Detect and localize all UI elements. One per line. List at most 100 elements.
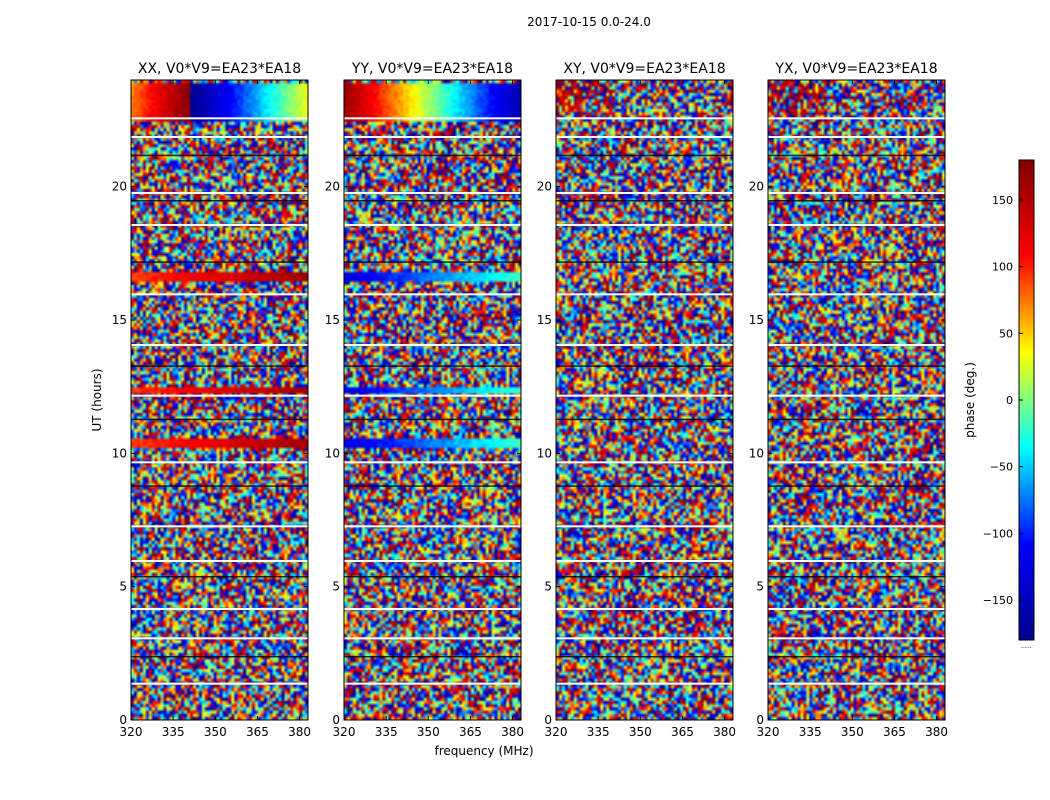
x-tick-label: 320 <box>120 725 143 739</box>
flagged-row <box>344 608 521 610</box>
x-tick-label: 350 <box>629 725 652 739</box>
dark-row <box>131 656 308 658</box>
dark-row <box>344 154 521 157</box>
dark-row <box>131 418 308 421</box>
x-tick-label: 320 <box>545 725 568 739</box>
flagged-row <box>768 560 945 562</box>
y-tick-label: 20 <box>325 180 340 194</box>
panel-0: XX, V0*V9=EA23*EA18 320 335 350 365 380 0 5 10 15… <box>112 61 311 739</box>
flagged-row <box>768 192 945 194</box>
flagged-row <box>344 192 521 194</box>
flagged-row <box>344 637 521 640</box>
y-tick-label: 15 <box>749 313 764 327</box>
y-tick-label: 5 <box>544 580 552 594</box>
y-tick-label: 10 <box>112 446 127 460</box>
colorbar-tick-label: −150 <box>983 594 1013 607</box>
axes-frame <box>767 79 946 721</box>
flagged-row <box>768 461 945 464</box>
colorbar-tick-label: −50 <box>990 461 1013 474</box>
y-tick-label: 10 <box>749 446 764 460</box>
y-tick-label: 10 <box>537 446 552 460</box>
flagged-row <box>768 637 945 640</box>
dark-row <box>131 200 308 202</box>
x-tick-label: 380 <box>713 725 736 739</box>
y-tick-label: 5 <box>332 580 340 594</box>
y-tick-label: 10 <box>325 446 340 460</box>
colorbar-tick-label: −100 <box>983 527 1013 540</box>
dark-row <box>768 576 945 578</box>
flagged-row <box>344 344 521 346</box>
x-tick-label: 380 <box>925 725 948 739</box>
panel-title: YY, V0*V9=EA23*EA18 <box>351 61 513 77</box>
axes-frame <box>130 79 309 721</box>
panel-3: YX, V0*V9=EA23*EA18 320 335 350 365 380 0 5 10 15… <box>749 61 948 739</box>
dark-row <box>131 576 308 578</box>
colorbar-label: phase (deg.) <box>963 362 977 438</box>
flagged-row <box>344 560 521 562</box>
x-tick-label: 365 <box>671 725 694 739</box>
y-tick-label: 15 <box>537 313 552 327</box>
colorbar-tick-label: 0 <box>1006 394 1013 407</box>
flagged-row <box>556 136 733 138</box>
x-tick-label: 365 <box>459 725 482 739</box>
flagged-row <box>131 525 308 528</box>
flagged-row <box>556 117 733 120</box>
y-tick-label: 5 <box>119 580 127 594</box>
x-tick-label: 335 <box>799 725 822 739</box>
dark-row <box>131 154 308 157</box>
flagged-row <box>131 682 308 685</box>
dark-row <box>768 485 945 487</box>
dark-row <box>768 418 945 421</box>
flagged-row <box>556 525 733 528</box>
heatmap-image <box>556 80 733 720</box>
flagged-row <box>131 608 308 610</box>
dark-row <box>344 365 521 367</box>
flagged-row <box>556 293 733 296</box>
y-tick-label: 5 <box>756 580 764 594</box>
dark-row <box>344 418 521 421</box>
y-tick-label: 0 <box>544 713 552 727</box>
x-tick-label: 320 <box>757 725 780 739</box>
panel-1: YY, V0*V9=EA23*EA18 320 335 350 365 380 0 5 10 15… <box>325 61 524 739</box>
dark-row <box>344 485 521 487</box>
flagged-row <box>344 682 521 685</box>
flagged-row <box>768 117 945 120</box>
flagged-row <box>768 608 945 610</box>
dark-row <box>556 200 733 202</box>
x-tick-label: 365 <box>246 725 269 739</box>
flagged-row <box>131 192 308 194</box>
y-tick-label: 0 <box>119 713 127 727</box>
flagged-row <box>344 117 521 120</box>
dark-row <box>556 485 733 487</box>
dark-row <box>556 656 733 658</box>
x-tick-label: 380 <box>501 725 524 739</box>
dark-row <box>131 365 308 367</box>
panel-2: XY, V0*V9=EA23*EA18 320 335 350 365 380 0 5 10 15… <box>537 61 736 739</box>
y-tick-label: 20 <box>537 180 552 194</box>
dark-row <box>768 365 945 367</box>
dark-row <box>768 200 945 202</box>
dark-row <box>768 656 945 658</box>
flagged-row <box>131 224 308 226</box>
flagged-row <box>556 682 733 685</box>
flagged-row <box>131 136 308 138</box>
flagged-row <box>344 394 521 397</box>
figure-suptitle: 2017-10-15 0.0-24.0 <box>527 15 651 29</box>
panel-title: XX, V0*V9=EA23*EA18 <box>138 61 301 77</box>
x-tick-label: 350 <box>841 725 864 739</box>
colorbar-tick-label: 50 <box>999 327 1013 340</box>
dark-row <box>556 154 733 157</box>
y-tick-label: 15 <box>112 313 127 327</box>
flagged-row <box>131 293 308 296</box>
flagged-row <box>768 525 945 528</box>
flagged-row <box>131 637 308 640</box>
flagged-row <box>344 293 521 296</box>
flagged-row <box>131 560 308 562</box>
x-tick-label: 350 <box>417 725 440 739</box>
dark-row <box>131 485 308 487</box>
dark-row <box>556 418 733 421</box>
flagged-row <box>556 394 733 397</box>
colorbar-footer: ...... <box>1020 643 1032 650</box>
x-tick-label: 335 <box>375 725 398 739</box>
